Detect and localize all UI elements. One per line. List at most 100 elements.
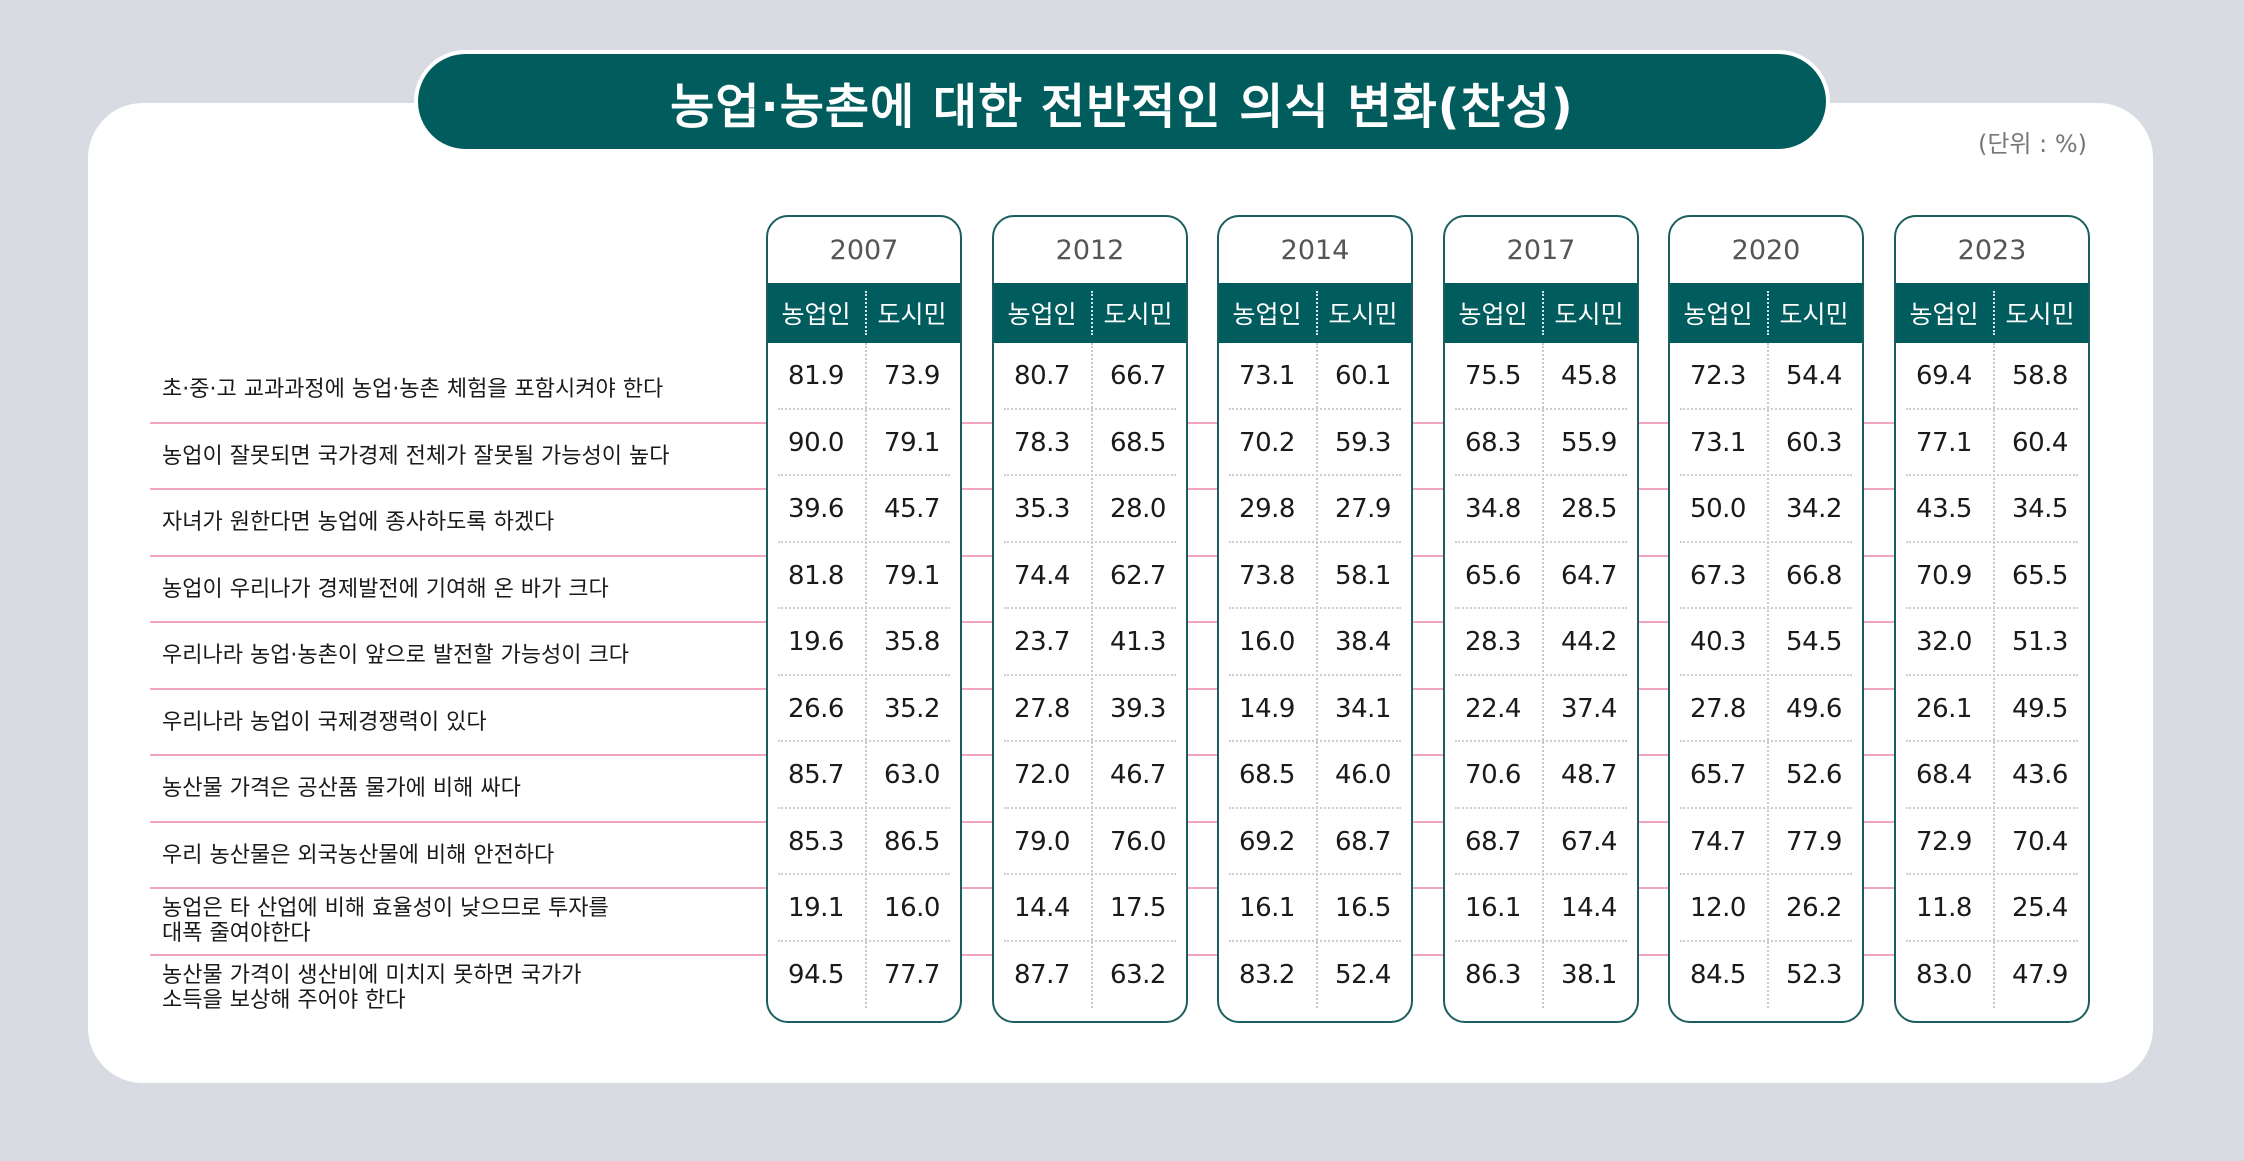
- citizen-value: 47.9: [2012, 959, 2068, 990]
- subcolumn-header: 농업인 도시민: [1445, 283, 1637, 343]
- citizen-value: 38.1: [1561, 959, 1617, 990]
- citizen-value: 58.1: [1335, 560, 1391, 591]
- farmer-value: 68.7: [1465, 826, 1521, 857]
- table-row: 16.1 16.5: [1219, 875, 1411, 942]
- citizen-value: 60.4: [2012, 427, 2068, 458]
- citizen-value: 34.1: [1335, 693, 1391, 724]
- row-label-line: 농업은 타 산업에 비해 효율성이 낮으므로 투자를: [162, 896, 609, 921]
- citizen-value: 49.5: [2012, 693, 2068, 724]
- row-dotted-divider: [1455, 806, 1627, 809]
- farmer-value: 85.3: [788, 826, 844, 857]
- farmer-value: 26.1: [1916, 693, 1972, 724]
- row-dotted-divider: [1229, 407, 1401, 410]
- row-dotted-divider: [1229, 540, 1401, 543]
- farmer-value: 80.7: [1014, 361, 1070, 392]
- farmer-value: 26.6: [788, 693, 844, 724]
- row-dotted-divider: [778, 540, 950, 543]
- row-dotted-divider: [778, 673, 950, 676]
- citizen-value: 46.0: [1335, 760, 1391, 791]
- row-label-line: 농산물 가격이 생산비에 미치지 못하면 국가가: [162, 963, 582, 988]
- farmer-header: 농업인: [1683, 300, 1753, 329]
- citizen-value: 58.8: [2012, 361, 2068, 392]
- value-separator: [1316, 343, 1318, 1008]
- citizen-value: 52.4: [1335, 959, 1391, 990]
- year-label: 2023: [1957, 234, 2027, 266]
- farmer-header: 농업인: [1007, 300, 1077, 329]
- row-dotted-divider: [1229, 474, 1401, 476]
- farmer-value: 27.8: [1014, 693, 1070, 724]
- row-dotted-divider: [1680, 740, 1852, 742]
- year-label: 2007: [829, 234, 899, 266]
- subcolumn-header: 농업인 도시민: [768, 283, 960, 343]
- row-label-line: 농업이 우리나가 경제발전에 기여해 온 바가 크다: [162, 576, 609, 602]
- citizen-value: 37.4: [1561, 693, 1617, 724]
- year-label: 2017: [1506, 234, 1576, 266]
- row-dotted-divider: [778, 939, 950, 942]
- citizen-value: 66.7: [1110, 361, 1166, 392]
- value-separator: [1542, 343, 1544, 1008]
- farmer-value: 14.9: [1239, 693, 1295, 724]
- farmer-value: 73.1: [1239, 361, 1295, 392]
- farmer-value: 90.0: [788, 427, 844, 458]
- farmer-value: 68.5: [1239, 760, 1295, 791]
- row-dotted-divider: [778, 873, 950, 875]
- farmer-value: 69.2: [1239, 826, 1295, 857]
- citizen-value: 59.3: [1335, 427, 1391, 458]
- year-column-2017: 2017 농업인 도시민 75.5 45.8 68.3 55.9 34.8 28.5 65.6 64…: [1443, 215, 1639, 1023]
- citizen-value: 68.7: [1335, 826, 1391, 857]
- farmer-value: 16.1: [1465, 893, 1521, 924]
- farmer-value: 74.4: [1014, 560, 1070, 591]
- citizen-value: 60.3: [1786, 427, 1842, 458]
- row-dotted-divider: [778, 806, 950, 809]
- row-dotted-divider: [1455, 407, 1627, 410]
- row-dotted-divider: [1004, 474, 1176, 476]
- farmer-value: 81.8: [788, 560, 844, 591]
- table-row: 84.5 52.3: [1670, 942, 1862, 1009]
- table-row: 83.2 52.4: [1219, 942, 1411, 1009]
- row-dotted-divider: [778, 407, 950, 410]
- row-dotted-divider: [1906, 740, 2078, 742]
- year-column-2012: 2012 농업인 도시민 80.7 66.7 78.3 68.5 35.3 28.0 74.4 62…: [992, 215, 1188, 1023]
- citizen-value: 64.7: [1561, 560, 1617, 591]
- table-row: 70.9 65.5: [1896, 543, 2088, 609]
- table-row: 72.9 70.4: [1896, 809, 2088, 875]
- table-row: 16.0 38.4: [1219, 609, 1411, 676]
- header-separator: [1316, 291, 1318, 335]
- row-dotted-divider: [1455, 873, 1627, 875]
- table-row: 65.7 52.6: [1670, 742, 1862, 809]
- table-row: 19.6 35.8: [768, 609, 960, 676]
- citizen-value: 52.6: [1786, 760, 1842, 791]
- row-dotted-divider: [1004, 806, 1176, 809]
- farmer-value: 68.3: [1465, 427, 1521, 458]
- farmer-value: 23.7: [1014, 627, 1070, 658]
- row-dotted-divider: [1680, 607, 1852, 609]
- header-separator: [1542, 291, 1544, 335]
- table-row: 68.3 55.9: [1445, 410, 1637, 476]
- farmer-value: 73.1: [1690, 427, 1746, 458]
- farmer-value: 70.6: [1465, 760, 1521, 791]
- row-dotted-divider: [1004, 407, 1176, 410]
- row-dotted-divider: [1004, 740, 1176, 742]
- farmer-value: 74.7: [1690, 826, 1746, 857]
- row-dotted-divider: [778, 607, 950, 609]
- row-dotted-divider: [1906, 474, 2078, 476]
- table-row: 14.9 34.1: [1219, 676, 1411, 742]
- table-row: 23.7 41.3: [994, 609, 1186, 676]
- table-row: 79.0 76.0: [994, 809, 1186, 875]
- farmer-value: 43.5: [1916, 494, 1972, 525]
- farmer-value: 35.3: [1014, 494, 1070, 525]
- table-row: 35.3 28.0: [994, 476, 1186, 543]
- value-separator: [865, 343, 867, 1008]
- farmer-value: 69.4: [1916, 361, 1972, 392]
- row-dotted-divider: [1004, 673, 1176, 676]
- farmer-value: 50.0: [1690, 494, 1746, 525]
- row-dotted-divider: [1680, 540, 1852, 543]
- table-row: 80.7 66.7: [994, 343, 1186, 410]
- row-label-line: 농산물 가격은 공산품 물가에 비해 싸다: [162, 775, 521, 801]
- year-label: 2012: [1055, 234, 1125, 266]
- citizen-value: 16.5: [1335, 893, 1391, 924]
- table-row: 94.5 77.7: [768, 942, 960, 1009]
- row-label-line: 자녀가 원한다면 농업에 종사하도록 하겠다: [162, 509, 555, 535]
- table-row: 65.6 64.7: [1445, 543, 1637, 609]
- table-row: 86.3 38.1: [1445, 942, 1637, 1009]
